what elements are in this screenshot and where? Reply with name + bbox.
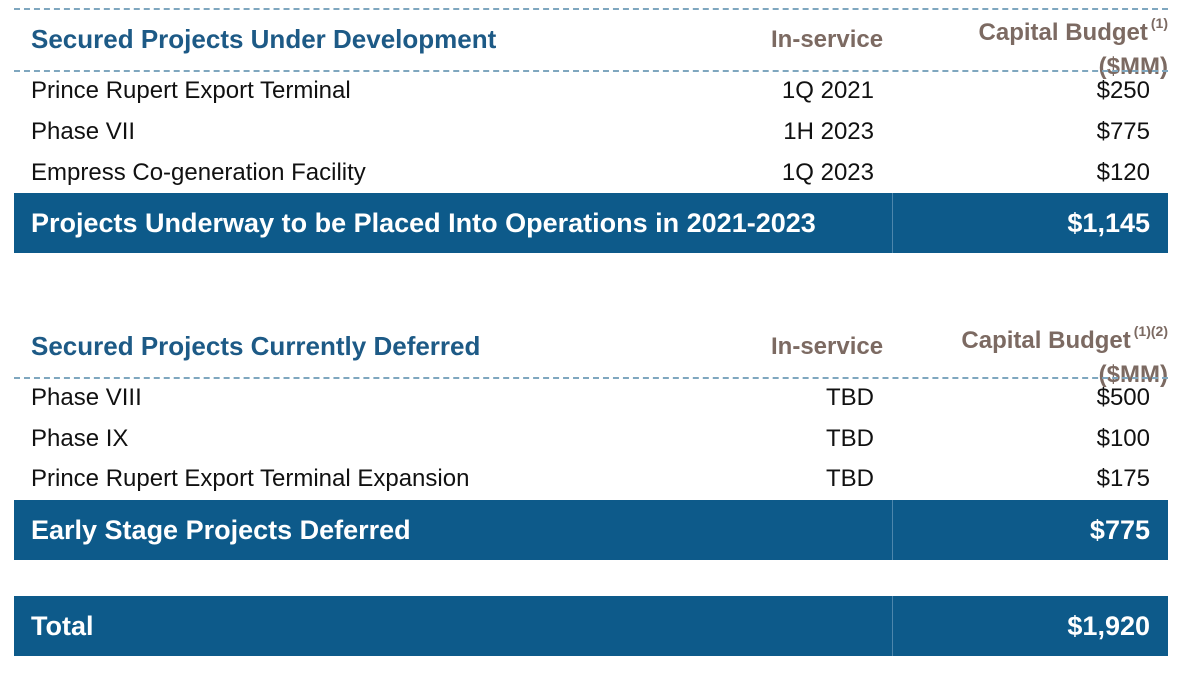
budget-header-unit: ($MM) [1098,361,1168,388]
capital-budget: $250 [1096,77,1150,104]
project-name: Prince Rupert Export Terminal Expansion [31,465,470,492]
section1-header-rule [14,70,1168,72]
budget-footnote-marker: (1) [1150,15,1168,31]
subtotal-value: $1,145 [1067,208,1150,238]
section2-header-rule [14,377,1168,379]
in-service-date: TBD [826,425,874,452]
project-name: Phase IX [31,425,129,452]
total-value: $1,920 [1067,611,1150,641]
in-service-date: TBD [826,465,874,492]
in-service-date: 1Q 2021 [781,77,874,104]
capital-budget: $500 [1096,384,1150,411]
section1-subtotal-bar: Projects Underway to be Placed Into Oper… [14,193,1168,253]
section2-subtotal-bar: Early Stage Projects Deferred $775 [14,500,1168,560]
project-name: Empress Co-generation Facility [31,159,366,186]
subtotal-value: $775 [1089,515,1150,545]
total-bar: Total $1,920 [14,596,1168,656]
section2-inservice-header: In-service [771,333,884,360]
top-dashed-rule [14,8,1168,10]
table-row: Empress Co-generation Facility 1Q 2023 $… [0,159,1188,199]
table-row: Phase VII 1H 2023 $775 [0,118,1188,158]
section1-title: Secured Projects Under Development [31,24,497,54]
budget-header-unit: ($MM) [1098,53,1168,80]
total-label: Total [31,611,94,641]
in-service-date: 1Q 2023 [781,159,874,186]
subtotal-label: Early Stage Projects Deferred [31,515,411,545]
capital-budget: $120 [1096,159,1150,186]
capital-budget: $775 [1096,118,1150,145]
budget-header-line1: Capital Budget [978,19,1148,46]
project-name: Phase VIII [31,384,142,411]
table-row: Prince Rupert Export Terminal Expansion … [0,465,1188,505]
table-row: Phase VIII TBD $500 [0,384,1188,424]
budget-header-line1: Capital Budget [961,327,1131,354]
table-row: Prince Rupert Export Terminal 1Q 2021 $2… [0,77,1188,117]
project-name: Prince Rupert Export Terminal [31,77,351,104]
capital-budget: $175 [1096,465,1150,492]
section2-budget-header: Capital Budget (1)(2) ($MM) [961,314,1168,392]
bar-divider [892,596,893,656]
in-service-date: 1H 2023 [783,118,874,145]
section2-title: Secured Projects Currently Deferred [31,331,481,361]
table-row: Phase IX TBD $100 [0,425,1188,465]
in-service-date: TBD [826,384,874,411]
bar-divider [892,193,893,253]
bar-divider [892,500,893,560]
capital-budget: $100 [1096,425,1150,452]
budget-footnote-marker: (1)(2) [1133,323,1168,339]
subtotal-label: Projects Underway to be Placed Into Oper… [31,208,816,238]
section1-inservice-header: In-service [771,26,884,53]
section1-budget-header: Capital Budget (1) ($MM) [979,6,1168,84]
project-name: Phase VII [31,118,136,145]
